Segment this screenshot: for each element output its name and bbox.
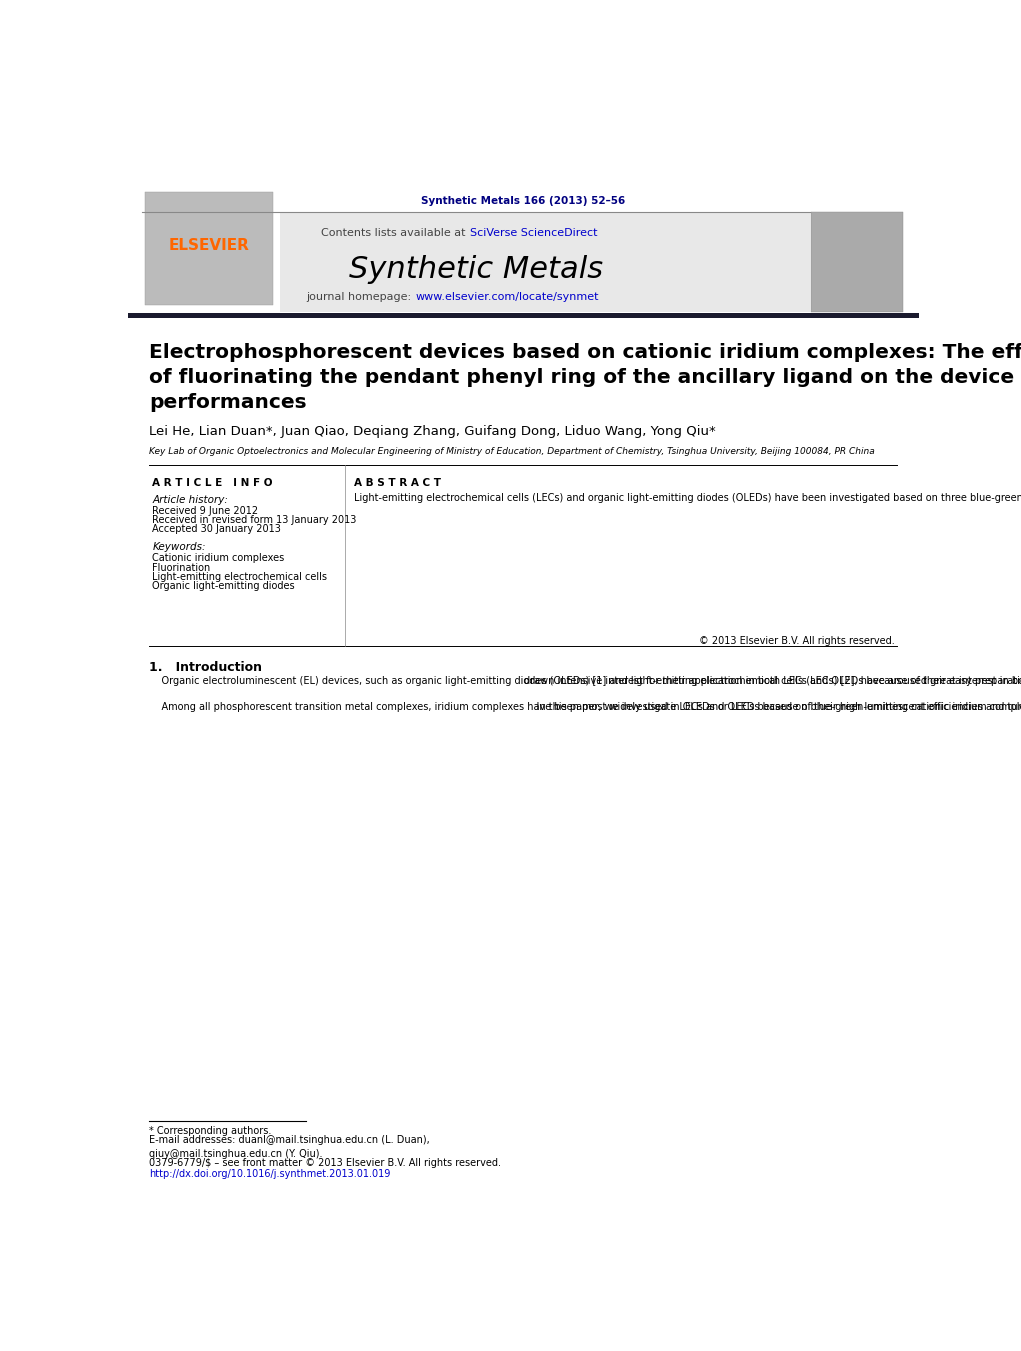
Text: Cationic iridium complexes: Cationic iridium complexes [152,554,285,563]
FancyBboxPatch shape [128,313,919,317]
Text: Lei He, Lian Duan*, Juan Qiao, Deqiang Zhang, Guifang Dong, Liduo Wang, Yong Qiu: Lei He, Lian Duan*, Juan Qiao, Deqiang Z… [149,426,716,439]
Text: http://dx.doi.org/10.1016/j.synthmet.2013.01.019: http://dx.doi.org/10.1016/j.synthmet.201… [149,1169,391,1178]
Text: Organic light-emitting diodes: Organic light-emitting diodes [152,581,295,590]
Text: www.elsevier.com/locate/synmet: www.elsevier.com/locate/synmet [416,292,599,301]
Text: SciVerse ScienceDirect: SciVerse ScienceDirect [471,228,597,238]
Text: journal homepage:: journal homepage: [305,292,415,301]
Text: Accepted 30 January 2013: Accepted 30 January 2013 [152,524,282,534]
Text: Organic electroluminescent (EL) devices, such as organic light-emitting diodes (: Organic electroluminescent (EL) devices,… [149,677,1021,712]
Text: * Corresponding authors.: * Corresponding authors. [149,1127,272,1136]
Text: Electrophosphorescent devices based on cationic iridium complexes: The effect
of: Electrophosphorescent devices based on c… [149,343,1021,412]
Text: Received 9 June 2012: Received 9 June 2012 [152,505,258,516]
Text: E-mail addresses: duanl@mail.tsinghua.edu.cn (L. Duan),
qiuy@mail.tsinghua.edu.c: E-mail addresses: duanl@mail.tsinghua.ed… [149,1135,430,1159]
Text: Received in revised form 13 January 2013: Received in revised form 13 January 2013 [152,515,356,524]
Text: 1.   Introduction: 1. Introduction [149,661,262,674]
FancyBboxPatch shape [142,212,280,312]
Text: Keywords:: Keywords: [152,543,206,553]
Text: Key Lab of Organic Optoelectronics and Molecular Engineering of Ministry of Educ: Key Lab of Organic Optoelectronics and M… [149,447,875,457]
Text: Light-emitting electrochemical cells: Light-emitting electrochemical cells [152,571,328,582]
Text: © 2013 Elsevier B.V. All rights reserved.: © 2013 Elsevier B.V. All rights reserved… [699,636,894,646]
Text: 0379-6779/$ – see front matter © 2013 Elsevier B.V. All rights reserved.: 0379-6779/$ – see front matter © 2013 El… [149,1158,501,1167]
Text: Synthetic Metals 166 (2013) 52–56: Synthetic Metals 166 (2013) 52–56 [421,196,626,205]
Text: Synthetic Metals: Synthetic Metals [349,255,603,285]
Text: A B S T R A C T: A B S T R A C T [354,478,441,488]
FancyBboxPatch shape [811,212,903,312]
FancyBboxPatch shape [145,192,273,304]
Text: ELSEVIER: ELSEVIER [168,238,249,253]
Text: A R T I C L E   I N F O: A R T I C L E I N F O [152,478,273,488]
Text: Contents lists available at: Contents lists available at [321,228,469,238]
Text: drawn intensive interest for their application in both LECs and OLEDs because of: drawn intensive interest for their appli… [525,677,1021,712]
FancyBboxPatch shape [142,212,810,312]
Text: Article history:: Article history: [152,494,229,505]
Text: Light-emitting electrochemical cells (LECs) and organic light-emitting diodes (O: Light-emitting electrochemical cells (LE… [354,493,1021,503]
Text: Fluorination: Fluorination [152,562,210,573]
